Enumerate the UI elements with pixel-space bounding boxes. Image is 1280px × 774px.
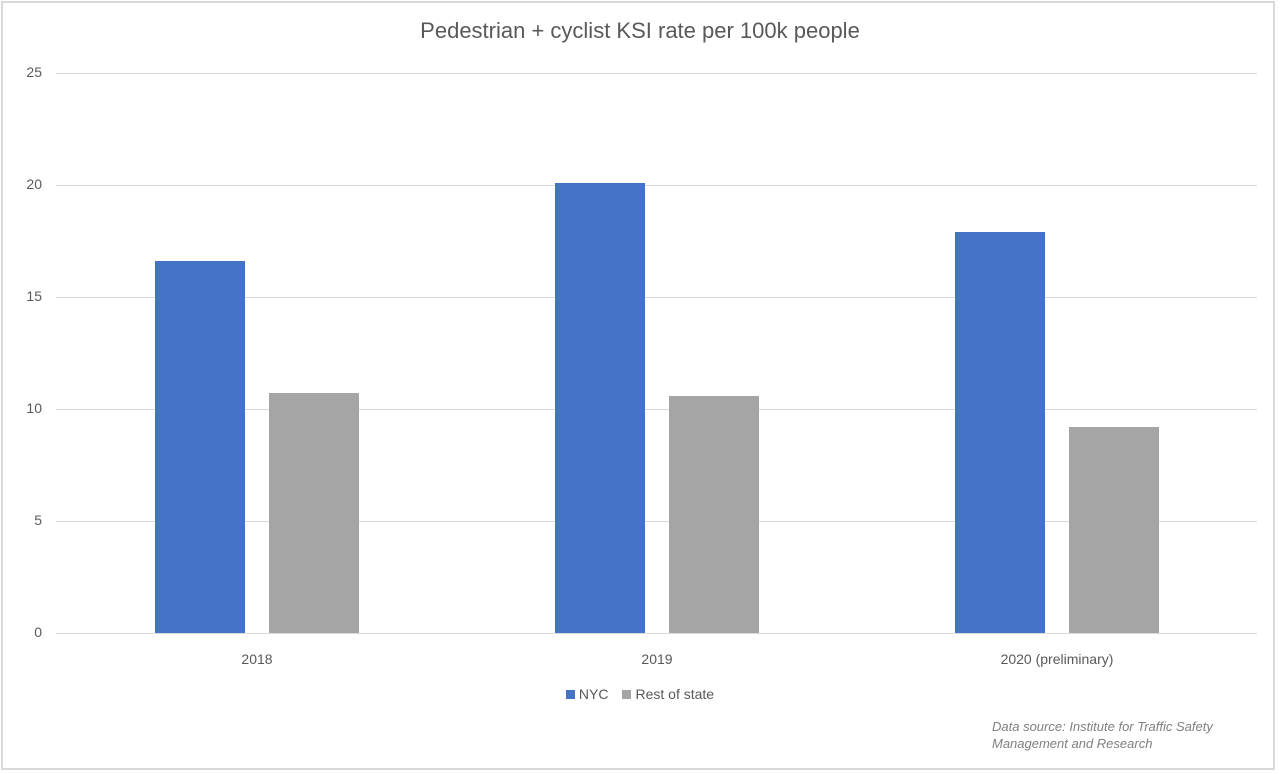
chart-title: Pedestrian + cyclist KSI rate per 100k p… xyxy=(420,18,860,43)
y-tick-label: 0 xyxy=(34,624,42,640)
gridline-5 xyxy=(56,521,1257,522)
bar-rest-of-state-2018 xyxy=(269,393,359,633)
legend-swatch-nyc xyxy=(565,689,575,699)
bar-nyc-2019 xyxy=(555,182,645,633)
y-tick-label: 25 xyxy=(26,64,42,80)
legend-label-nyc: NYC xyxy=(578,686,609,702)
data-source-line-2: Management and Research xyxy=(992,736,1153,751)
gridline-15 xyxy=(56,297,1257,298)
bar-rest-of-state-2020 xyxy=(1069,426,1159,633)
bar-nyc-2018 xyxy=(155,261,245,633)
y-tick-label: 20 xyxy=(26,176,42,192)
legend-swatch-rest-of-state xyxy=(622,689,632,699)
y-tick-label: 5 xyxy=(34,512,42,528)
data-source-line-1: Data source: Institute for Traffic Safet… xyxy=(992,719,1213,734)
y-tick-label: 15 xyxy=(26,288,42,304)
gridline-0 xyxy=(56,633,1257,634)
gridline-10 xyxy=(56,409,1257,410)
data-source-note: Data source: Institute for Traffic Safet… xyxy=(992,718,1213,752)
legend-item-nyc: NYC xyxy=(565,686,609,702)
gridline-25 xyxy=(56,73,1257,74)
bar-rest-of-state-2019 xyxy=(669,395,759,633)
legend: NYC Rest of state xyxy=(0,686,1280,702)
gridline-20 xyxy=(56,185,1257,186)
y-tick-label: 10 xyxy=(26,400,42,416)
legend-item-rest-of-state: Rest of state xyxy=(622,686,714,702)
x-tick-label: 2019 xyxy=(641,651,673,667)
bar-nyc-2020 xyxy=(955,232,1045,633)
x-tick-label: 2018 xyxy=(241,651,273,667)
legend-label-rest-of-state: Rest of state xyxy=(635,686,715,702)
x-tick-label: 2020 (preliminary) xyxy=(1000,651,1114,667)
